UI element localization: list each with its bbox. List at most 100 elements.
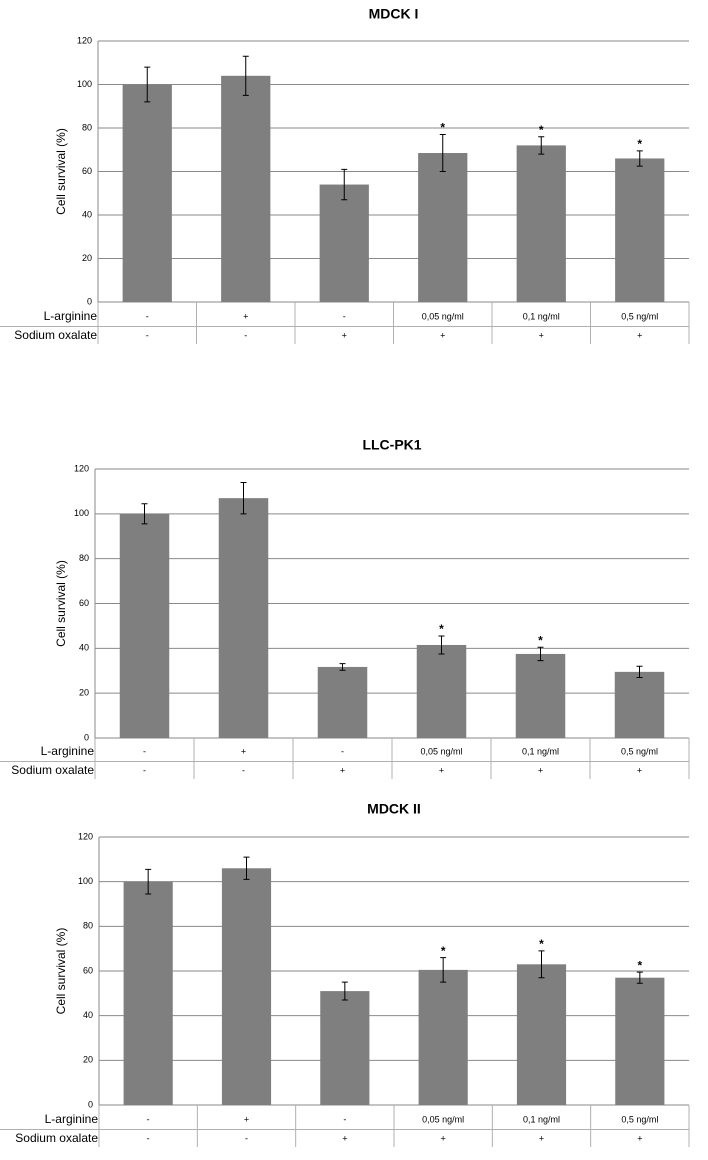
y-tick-label: 120 [77,35,92,45]
y-tick-label: 60 [79,598,89,608]
significance-marker: * [441,944,446,958]
table-cell: - [244,330,247,340]
bar [122,84,172,302]
y-tick-label: 120 [78,831,93,841]
row-label: Sodium oxalate [15,1131,98,1145]
table-cell: - [245,1133,248,1143]
error-bar [438,635,445,655]
table-cell: + [441,1133,446,1143]
table-cell: - [341,746,344,756]
error-bar [341,981,348,1001]
error-bar [145,868,152,895]
y-tick-label: 20 [82,253,92,263]
y-tick-label: 0 [88,1099,93,1109]
table-cell: + [637,765,642,775]
chart-title: LLC-PK1 [362,437,421,453]
bar [319,184,369,302]
y-tick-label: 100 [78,876,93,886]
error-bar [339,663,346,671]
significance-marker: * [539,123,544,137]
bar [515,653,566,738]
bar [516,964,567,1105]
y-tick-label: 80 [79,553,89,563]
table-cell: + [539,1133,544,1143]
y-tick-label: 20 [83,1055,93,1065]
significance-marker: * [439,622,444,636]
bar [418,153,468,302]
table-cell: - [143,765,146,775]
significance-marker: * [440,121,445,135]
table-cell: 0,5 ng/ml [621,311,658,321]
y-tick-label: 40 [79,643,89,653]
table-cell: + [244,1114,249,1124]
table-cell: 0,05 ng/ml [420,746,462,756]
row-label: L-arginine [45,1112,99,1126]
error-bar [538,950,545,979]
error-bar [144,66,151,103]
row-label: L-arginine [44,309,98,323]
y-tick-label: 40 [83,1010,93,1020]
bar [615,158,665,302]
bar [218,498,269,738]
table-cell: + [241,746,246,756]
chart-title: MDCK I [369,6,419,22]
row-label: Sodium oxalate [11,763,94,777]
error-bar [243,856,250,880]
y-tick-label: 60 [83,965,93,975]
y-tick-label: 100 [77,79,92,89]
bar [320,991,370,1105]
bar [614,671,665,738]
table-cell: - [147,1133,150,1143]
y-tick-label: 20 [79,688,89,698]
y-axis-label: Cell survival (%) [54,560,68,647]
bar [418,969,468,1105]
significance-marker: * [538,633,543,647]
table-cell: - [146,311,149,321]
table-cell: + [637,1133,642,1143]
error-bar [439,134,446,172]
table-cell: + [342,1133,347,1143]
bar [221,75,271,302]
error-bar [636,150,643,167]
table-cell: + [342,330,347,340]
row-label: L-arginine [41,744,95,758]
y-tick-label: 120 [74,463,89,473]
bar [516,145,566,302]
row-label: Sodium oxalate [14,328,97,342]
error-bar [636,665,643,678]
error-bar [141,503,148,525]
table-cell: + [440,330,445,340]
table-cell: - [146,330,149,340]
error-bar [240,481,247,515]
error-bar [341,168,348,201]
bar [416,644,467,738]
table-cell: + [637,330,642,340]
table-cell: 0,1 ng/ml [523,1114,560,1124]
y-tick-label: 0 [87,296,92,306]
bar [119,513,170,738]
significance-marker: * [637,958,642,972]
error-bar [538,136,545,155]
table-cell: - [343,311,346,321]
y-tick-label: 60 [82,166,92,176]
table-cell: - [242,765,245,775]
y-tick-label: 80 [83,921,93,931]
table-cell: 0,1 ng/ml [522,746,559,756]
table-cell: 0,1 ng/ml [523,311,560,321]
bar [221,868,272,1105]
table-cell: + [538,765,543,775]
bar [615,977,665,1105]
bar [317,666,368,738]
error-bar [440,957,447,983]
table-cell: - [143,746,146,756]
error-bar [242,55,249,96]
error-bar [636,971,643,984]
chart-title: MDCK II [367,801,421,817]
significance-marker: * [539,937,544,951]
y-tick-label: 0 [84,732,89,742]
y-axis-label: Cell survival (%) [54,128,68,215]
table-cell: 0,05 ng/ml [422,311,464,321]
y-tick-label: 80 [82,122,92,132]
